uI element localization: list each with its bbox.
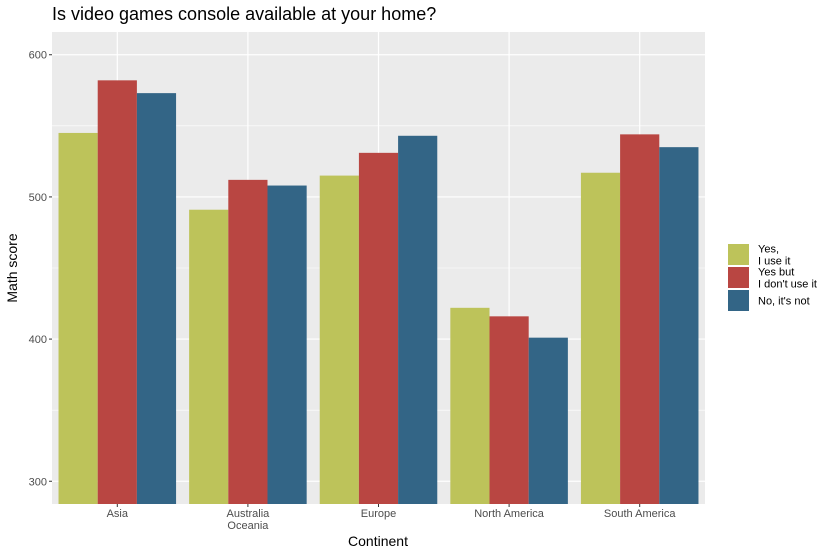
legend-label: No, it's not xyxy=(758,296,810,308)
bar xyxy=(97,80,137,505)
x-axis-title: Continent xyxy=(348,533,408,549)
y-tick-label: 600 xyxy=(29,50,47,62)
x-tick-label: South America xyxy=(604,508,676,520)
y-axis-title: Math score xyxy=(4,233,20,302)
bar xyxy=(136,93,177,504)
bar xyxy=(358,152,399,504)
bar xyxy=(267,185,307,504)
y-tick-label: 400 xyxy=(29,334,47,346)
bar xyxy=(450,307,490,504)
x-tick-label: North America xyxy=(474,508,545,520)
x-axis: Asia Australia Oceania Europe North America S… xyxy=(107,504,676,532)
bar xyxy=(620,134,660,504)
y-tick-label: 300 xyxy=(29,476,47,488)
bar xyxy=(189,209,229,504)
bar xyxy=(528,337,568,504)
x-tick-label: Europe xyxy=(361,508,396,520)
legend-swatch xyxy=(728,267,749,288)
bar xyxy=(659,147,699,505)
legend-swatch xyxy=(728,244,749,265)
bar xyxy=(228,179,268,505)
bar xyxy=(398,135,438,504)
x-tick-label: Australia Oceania xyxy=(227,508,271,532)
bar xyxy=(580,172,621,504)
legend-swatch xyxy=(728,290,749,311)
legend-label: Yes but I don't use it xyxy=(758,267,817,291)
bar xyxy=(319,175,359,504)
y-axis: 300 400 500 600 xyxy=(29,50,52,488)
chart-title: Is video games console available at your… xyxy=(52,4,437,24)
legend-label: Yes, I use it xyxy=(758,244,790,268)
y-tick-label: 500 xyxy=(29,192,47,204)
bars xyxy=(58,80,699,505)
bar xyxy=(58,132,98,504)
bar xyxy=(489,316,529,504)
x-tick-label: Asia xyxy=(107,508,129,520)
